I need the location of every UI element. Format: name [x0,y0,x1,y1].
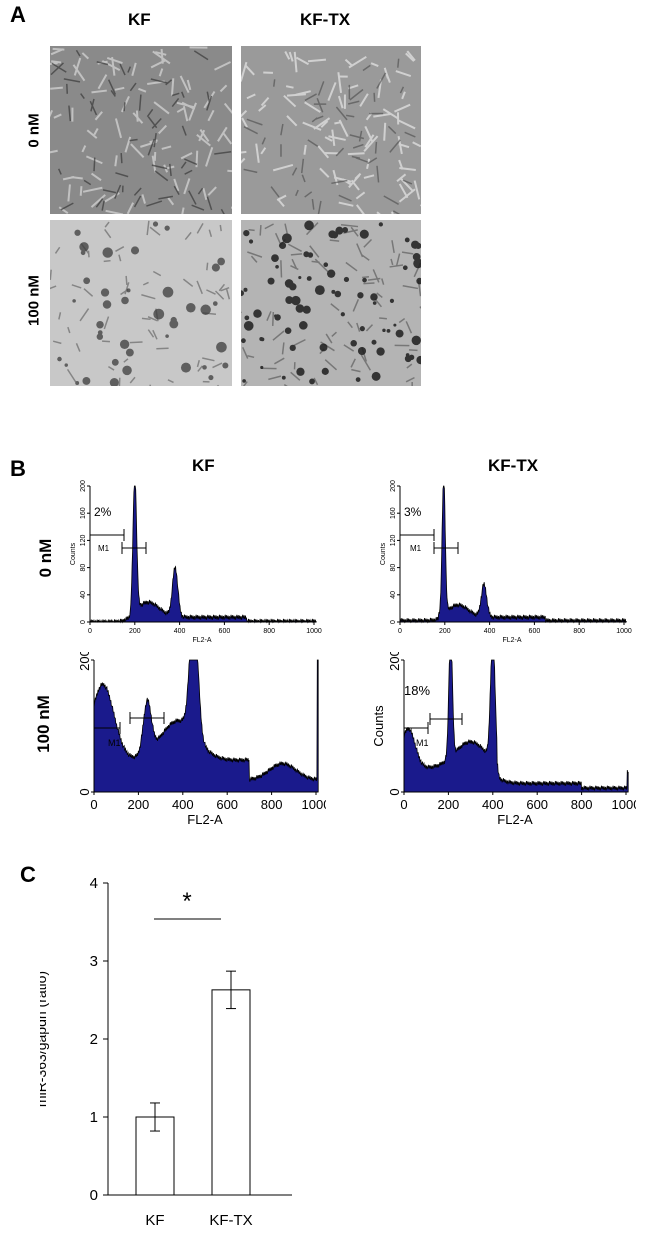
x-tick-label: 200 [439,628,451,635]
y-tick-label: 0 [77,788,92,795]
y-tick-label: 0 [390,620,397,624]
y-tick-label: 200 [80,480,87,492]
significance-star: * [182,888,191,915]
y-tick-label: 3 [90,953,98,970]
panel-a-row-100nm: 100 nM [25,275,43,326]
y-tick-label: 40 [390,591,397,599]
micrograph-kf-100nm-image [50,220,232,386]
x-tick-label: 200 [438,797,460,812]
x-tick-label: 600 [216,797,238,812]
x-tick-label: 1000 [306,628,322,635]
y-tick-label: 0 [80,620,87,624]
micrograph-kftx-0nm [241,46,421,214]
x-axis-label: FL2-A [502,637,521,644]
x-tick-label: 1000 [616,628,632,635]
x-axis-label: FL2-A [497,812,533,827]
panel-b-col-kftx: KF-TX [488,456,539,475]
x-tick-label: 1000 [612,797,636,812]
y-tick-label: 120 [390,534,397,546]
x-tick-label: 600 [526,797,548,812]
panel-b-col-kf: KF [192,456,215,475]
x-axis-label: FL2-A [192,637,211,644]
x-tick-label: 600 [529,628,541,635]
m1-label: M1 [416,738,429,748]
bar-chart-mir363: 0 1 2 3 4 miR-363/gapdh (ratio) KF KF-TX * [40,875,292,1229]
x-tick-label: KF [145,1212,164,1229]
x-tick-label: 800 [571,797,593,812]
histogram-area [90,485,317,624]
y-axis-label: miR-363/gapdh (ratio) [40,971,49,1107]
x-tick-label: 400 [172,797,194,812]
micrograph-kftx-0nm-image [241,46,421,214]
y-axis-label: Counts [380,542,387,565]
panel-b-row-100nm: 100 nM [34,695,53,753]
x-tick-label: 400 [484,628,496,635]
y-tick-label: 200 [77,652,92,671]
percent-label: 3% [404,505,422,519]
x-tick-label: 400 [174,628,186,635]
panel-a-row-0nm: 0 nM [25,113,43,148]
y-tick-label: 4 [90,875,98,892]
x-tick-label: 800 [263,628,275,635]
panel-a-col-kf: KF [128,10,151,29]
micrograph-kftx-100nm-image [241,220,421,386]
x-tick-label: 0 [90,797,97,812]
x-axis-label: FL2-A [187,812,223,827]
percent-label: 18% [404,683,430,698]
y-axis-label: Counts [371,705,386,747]
micrograph-kf-0nm-image [50,46,232,214]
y-tick-label: 2 [90,1031,98,1048]
micrograph-kf-0nm [50,46,232,214]
bar-kftx [211,989,251,1196]
y-tick-label: 160 [80,507,87,519]
panel-a-col-kftx: KF-TX [300,10,351,29]
m1-label: M1 [98,544,110,553]
panel-c-label: C [20,862,36,887]
x-tick-label: 1000 [302,797,326,812]
y-tick-label: 0 [387,788,402,795]
micrograph-kf-100nm [50,220,232,386]
y-tick-label: 1 [90,1109,98,1126]
x-tick-label: 200 [129,628,141,635]
y-tick-label: 200 [387,652,402,671]
panel-a-label: A [10,2,26,27]
x-tick-label: 800 [261,797,283,812]
percent-label: 2% [94,505,112,519]
x-tick-label: 400 [482,797,504,812]
x-tick-label: 600 [219,628,231,635]
histogram-kf-100nm: 0 200 400 600 800 1000 0 200 FL2-A M1 [77,652,326,827]
histogram-area [399,485,627,624]
histogram-area [403,659,629,793]
panel-b-label: B [10,456,26,481]
y-tick-label: 80 [80,564,87,572]
y-tick-label: 160 [390,507,397,519]
micrograph-kftx-100nm [241,220,421,386]
y-axis-label: Counts [70,542,77,565]
m1-label: M1 [108,738,121,748]
y-tick-label: 200 [390,480,397,492]
y-tick-label: 40 [80,591,87,599]
x-tick-label: 200 [128,797,150,812]
m1-label: M1 [410,544,422,553]
x-tick-label: 0 [88,628,92,635]
histogram-kf-0nm: 0 200 400 600 800 1000 0 40 80 120 160 200 FL2-A Coun… [70,480,322,644]
y-tick-label: 0 [90,1187,98,1204]
histogram-area [93,659,319,793]
y-tick-label: 120 [80,534,87,546]
histogram-kftx-100nm: 0 200 400 600 800 1000 0 200 FL2-A Counts 18% M1 [371,652,636,827]
y-tick-label: 80 [390,564,397,572]
x-tick-label: 800 [573,628,585,635]
x-tick-label: 0 [398,628,402,635]
x-tick-label: KF-TX [209,1212,252,1229]
x-tick-label: 0 [400,797,407,812]
histogram-kftx-0nm: 0 200 400 600 800 1000 0 40 80 120 160 200 FL2-A Coun… [380,480,632,644]
panel-b-row-0nm: 0 nM [36,538,55,578]
